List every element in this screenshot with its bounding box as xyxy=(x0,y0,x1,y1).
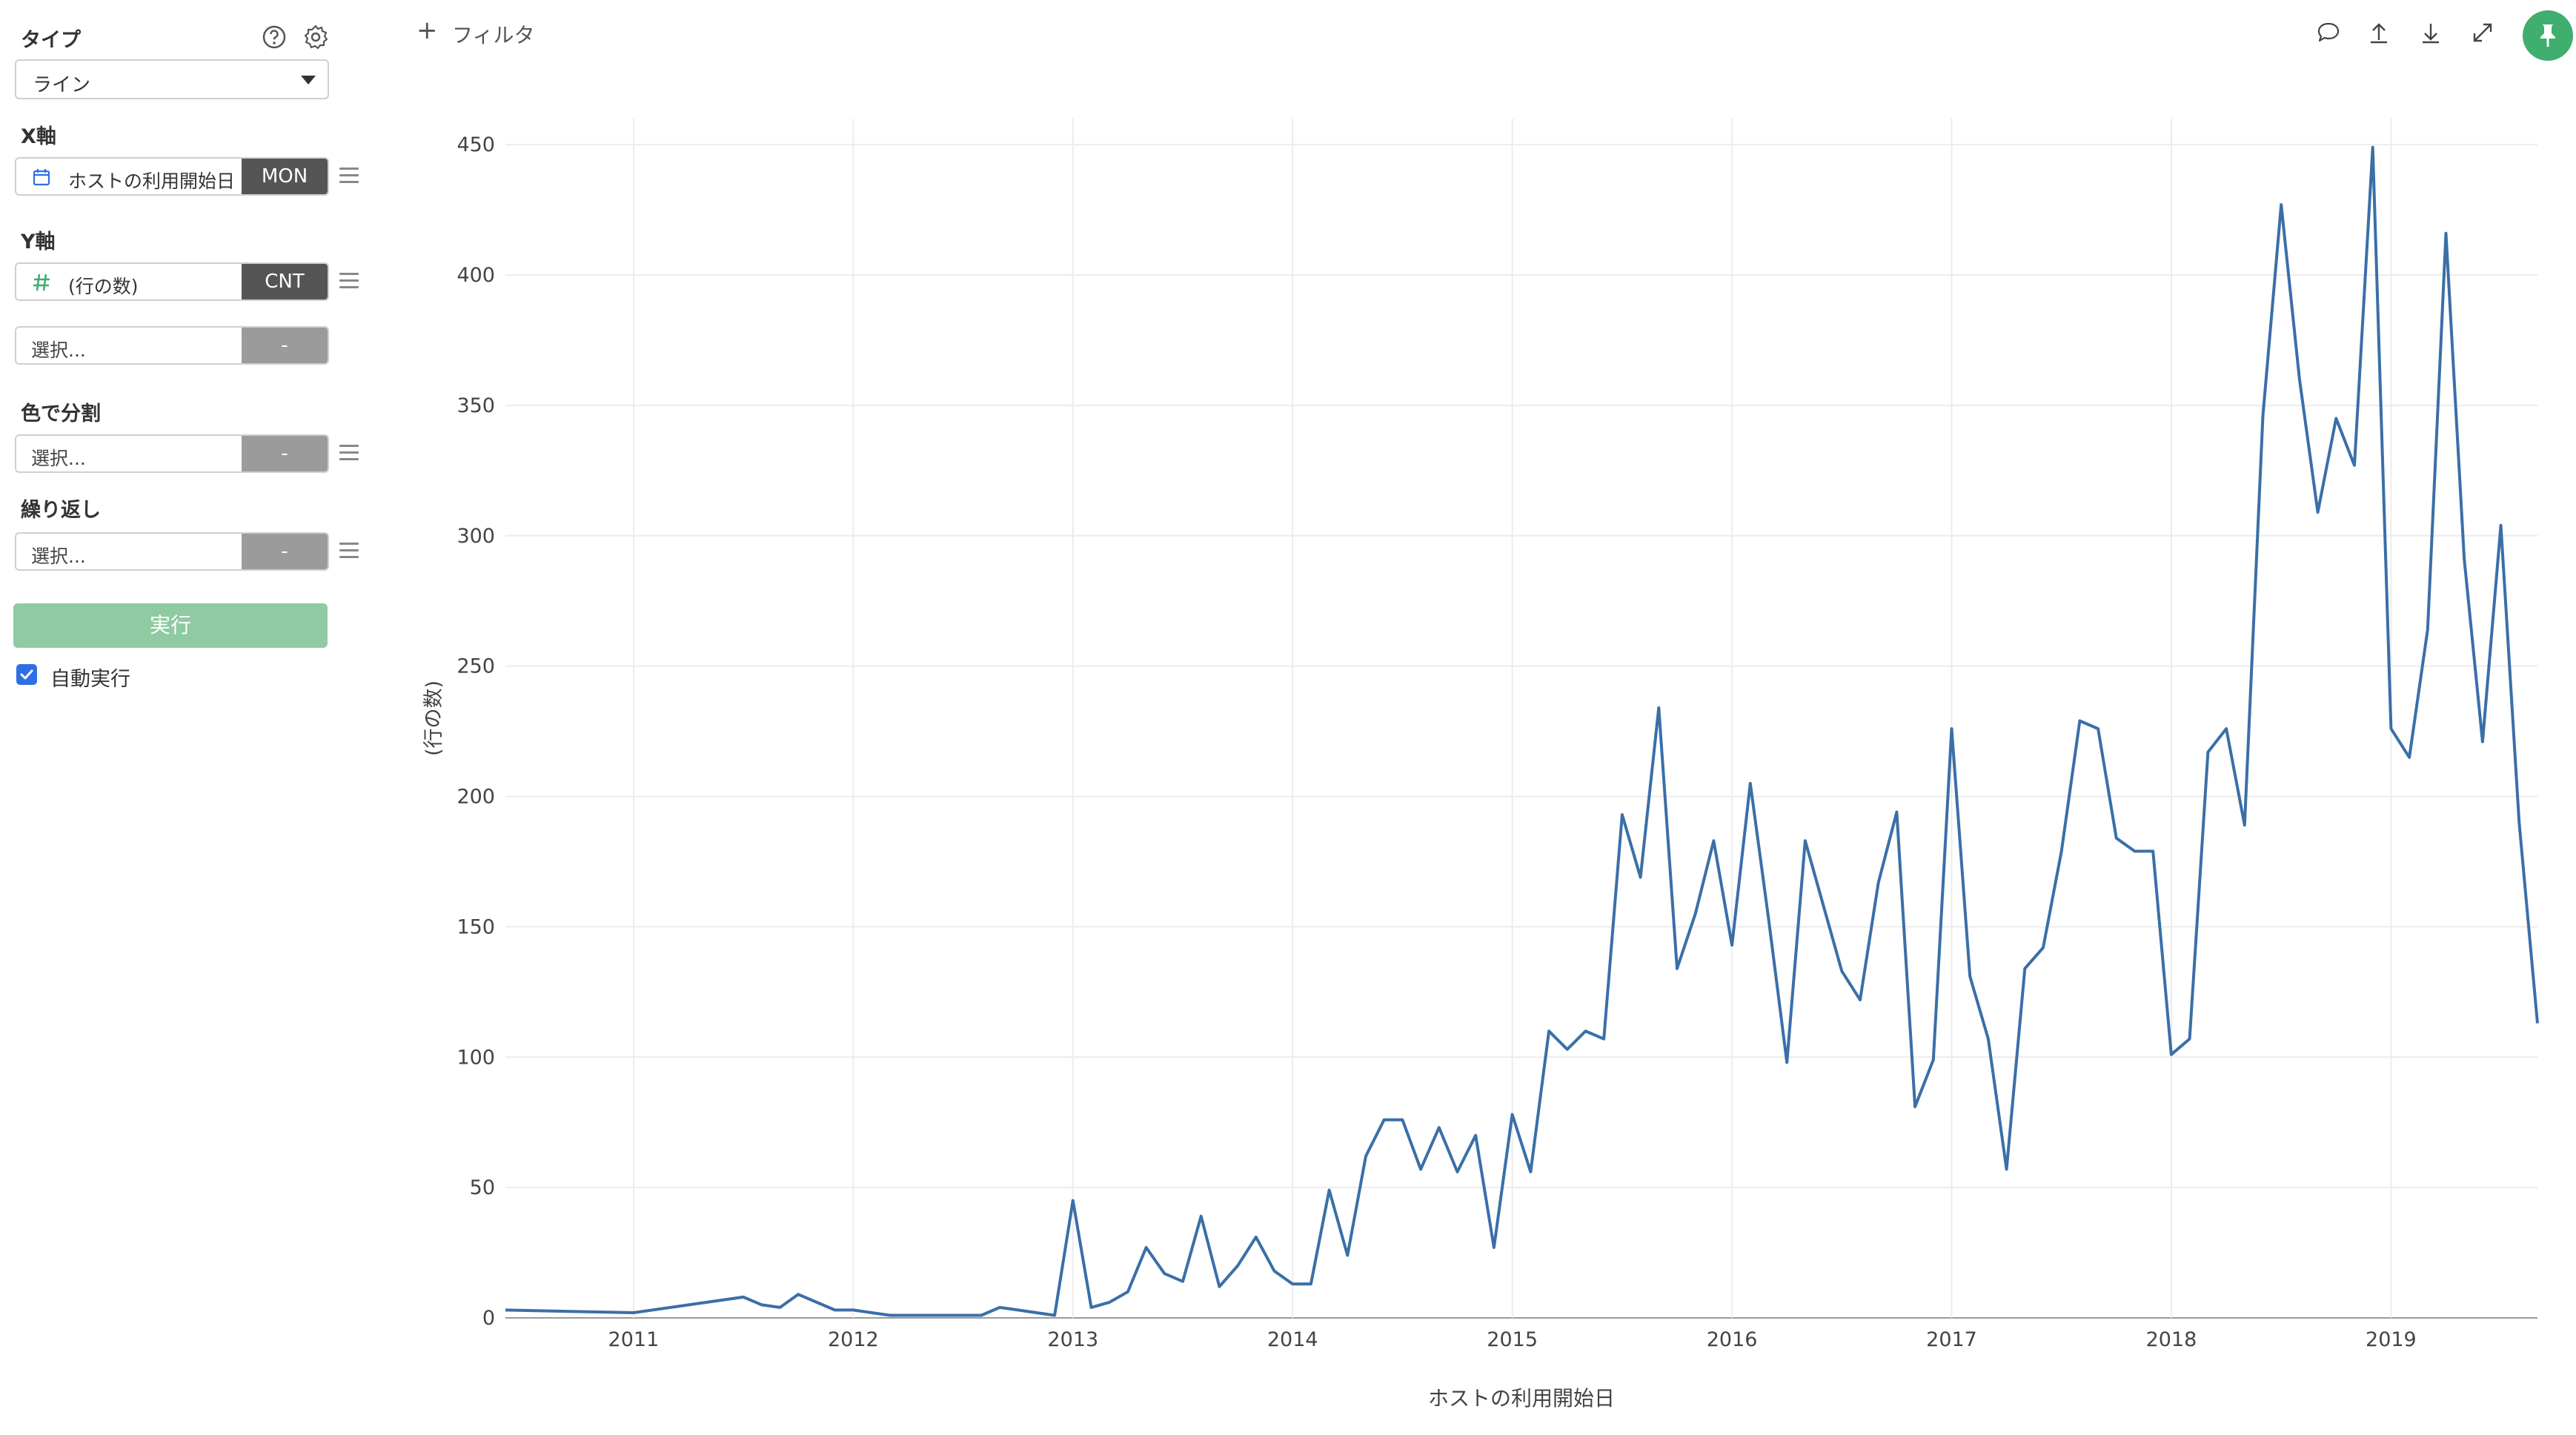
y-tick-label: 400 xyxy=(457,264,495,287)
calendar-icon xyxy=(33,169,50,186)
repeat-label: 繰り返し xyxy=(21,499,101,522)
expand-icon[interactable] xyxy=(2469,19,2496,46)
chart-type-select[interactable]: ライン xyxy=(15,59,329,99)
y-tick-label: 350 xyxy=(457,394,495,417)
x-tick-label: 2018 xyxy=(2146,1328,2197,1351)
line-chart: 0 50 100 150 200 250 300 350 400 450 2011 2012 2013 2… xyxy=(385,74,2576,1435)
color-split-agg-button[interactable]: - xyxy=(242,436,328,471)
x-axis-drag-handle[interactable] xyxy=(339,168,359,184)
auto-run-checkbox[interactable] xyxy=(16,664,37,685)
x-tick-label: 2015 xyxy=(1487,1328,1538,1351)
y-tick-label: 250 xyxy=(457,655,495,678)
y-axis-drag-handle[interactable] xyxy=(339,273,359,289)
y-tick-label: 50 xyxy=(470,1176,495,1199)
chart-settings-sidebar: タイプ ライン X軸 ホストの利用開始日 MON Y軸 (行の数) xyxy=(0,0,371,1435)
upload-icon[interactable] xyxy=(2366,19,2392,46)
y-axis-extra-agg-button[interactable]: - xyxy=(242,328,328,363)
color-split-label: 色で分割 xyxy=(21,402,101,425)
repeat-placeholder: 選択... xyxy=(31,546,86,567)
check-icon xyxy=(20,669,33,680)
x-tick-label: 2014 xyxy=(1267,1328,1318,1351)
chart-type-value: ライン xyxy=(33,74,91,96)
x-axis-label: X軸 xyxy=(21,125,56,148)
x-tick-label: 2013 xyxy=(1047,1328,1098,1351)
y-tick-label: 450 xyxy=(457,133,495,156)
y-tick-label: 150 xyxy=(457,915,495,938)
x-tick-label: 2019 xyxy=(2366,1328,2417,1351)
y-tick-label: 300 xyxy=(457,525,495,548)
filter-label: フィルタ xyxy=(452,23,535,47)
repeat-drag-handle[interactable] xyxy=(339,543,359,559)
pin-icon xyxy=(2540,24,2555,47)
repeat-agg-button[interactable]: - xyxy=(242,534,328,569)
hash-icon xyxy=(33,274,50,291)
run-button[interactable]: 実行 xyxy=(13,603,328,648)
x-tick-label: 2012 xyxy=(828,1328,879,1351)
auto-run-label: 自動実行 xyxy=(50,668,130,691)
y-axis-agg-button[interactable]: CNT xyxy=(242,264,328,299)
y-axis-extra-placeholder: 選択... xyxy=(31,339,86,361)
x-tick-label: 2011 xyxy=(608,1328,660,1351)
download-icon[interactable] xyxy=(2417,19,2444,46)
repeat-field[interactable]: 選択... - xyxy=(15,532,329,571)
y-axis-extra-field[interactable]: 選択... - xyxy=(15,326,329,365)
chevron-down-icon xyxy=(301,76,316,84)
y-axis-title: (行の数) xyxy=(422,680,445,756)
y-tick-label: 200 xyxy=(457,786,495,809)
color-split-field[interactable]: 選択... - xyxy=(15,434,329,473)
y-axis-field-name: (行の数) xyxy=(68,276,139,297)
x-tick-label: 2017 xyxy=(1926,1328,1977,1351)
plus-icon: + xyxy=(416,16,438,45)
y-axis-label: Y軸 xyxy=(21,231,56,253)
y-axis-field[interactable]: (行の数) CNT xyxy=(15,262,329,301)
help-icon[interactable] xyxy=(261,24,288,50)
gear-icon[interactable] xyxy=(302,24,329,50)
type-label: タイプ xyxy=(21,29,81,52)
x-axis-title: ホストの利用開始日 xyxy=(1428,1386,1615,1411)
line-chart-svg: 0 50 100 150 200 250 300 350 400 450 2011 2012 2013 2… xyxy=(422,119,2539,1411)
color-split-drag-handle[interactable] xyxy=(339,445,359,461)
y-tick-label: 100 xyxy=(457,1046,495,1069)
x-axis-field-name: ホストの利用開始日 xyxy=(68,170,236,192)
pin-button[interactable] xyxy=(2523,10,2573,61)
x-tick-label: 2016 xyxy=(1707,1328,1758,1351)
x-axis-agg-button[interactable]: MON xyxy=(242,159,328,194)
y-tick-label: 0 xyxy=(482,1307,495,1330)
comment-icon[interactable] xyxy=(2315,19,2342,46)
x-axis-field[interactable]: ホストの利用開始日 MON xyxy=(15,157,329,196)
color-split-placeholder: 選択... xyxy=(31,448,86,469)
series-line xyxy=(505,145,2539,1317)
